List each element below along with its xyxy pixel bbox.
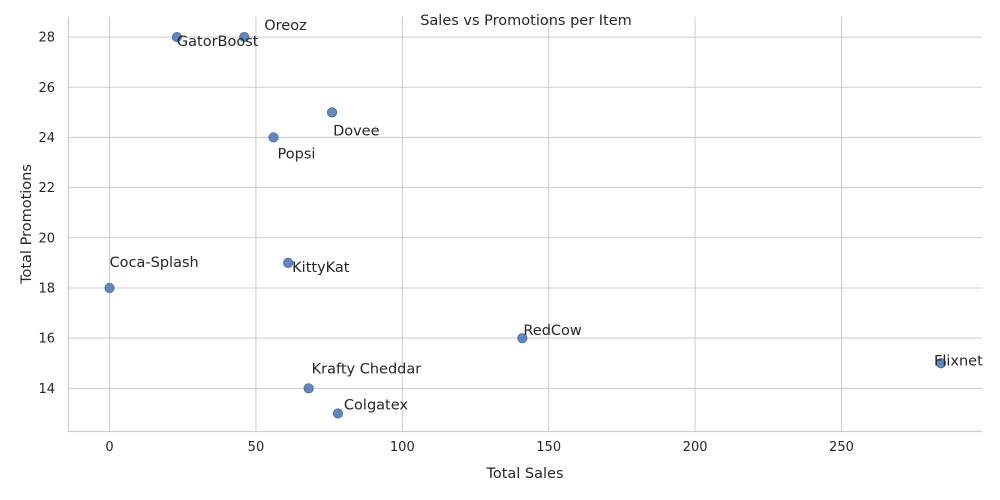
point-label: Oreoz: [264, 18, 306, 34]
data-point: [303, 383, 314, 394]
x-tick-label: 150: [536, 440, 561, 455]
y-tick-label: 28: [38, 31, 55, 46]
label-layer: Oreoz GatorBoost Dovee Popsi Coca-Splash Kitt…: [110, 18, 984, 413]
point-label: Krafty Cheddar: [312, 361, 422, 377]
data-point: [171, 31, 183, 43]
y-tick-label: 18: [38, 281, 55, 296]
y-tick-label: 22: [38, 181, 55, 196]
y-tick-label: 26: [38, 81, 55, 96]
y-tick-label: 24: [38, 131, 55, 146]
point-layer: [104, 31, 947, 419]
x-tick-label: 250: [829, 440, 854, 455]
point-label: RedCow: [523, 323, 582, 339]
grid-layer: [68, 17, 982, 431]
y-tick-label: 20: [38, 231, 55, 246]
y-tick-label: 14: [38, 382, 55, 397]
point-label: KittyKat: [292, 260, 350, 276]
x-tick-label: 50: [248, 440, 265, 455]
x-tick-label: 200: [683, 440, 708, 455]
tick-layer: 0 50 100 150 200 250 14 16 18 20 22 24 26 28: [38, 31, 853, 455]
data-point: [268, 132, 279, 143]
point-label: Popsi: [278, 146, 316, 162]
point-label: GatorBoost: [177, 34, 259, 50]
point-label: Colgatex: [344, 397, 408, 413]
y-axis-label: Total Promotions: [19, 164, 35, 285]
data-point: [104, 282, 115, 294]
point-label: Coca-Splash: [110, 255, 199, 271]
data-point: [239, 31, 250, 43]
point-label: Dovee: [333, 123, 380, 139]
point-label: Flixnet: [934, 353, 983, 369]
x-axis-label: Total Sales: [485, 466, 563, 482]
chart-title: Sales vs Promotions per Item: [420, 13, 632, 29]
data-point: [326, 107, 338, 118]
data-point: [935, 358, 947, 369]
x-tick-label: 0: [105, 440, 113, 455]
x-tick-label: 100: [390, 440, 415, 455]
data-point: [517, 333, 528, 344]
data-point: [283, 257, 294, 268]
data-point: [332, 408, 344, 419]
y-tick-label: 16: [38, 332, 55, 347]
